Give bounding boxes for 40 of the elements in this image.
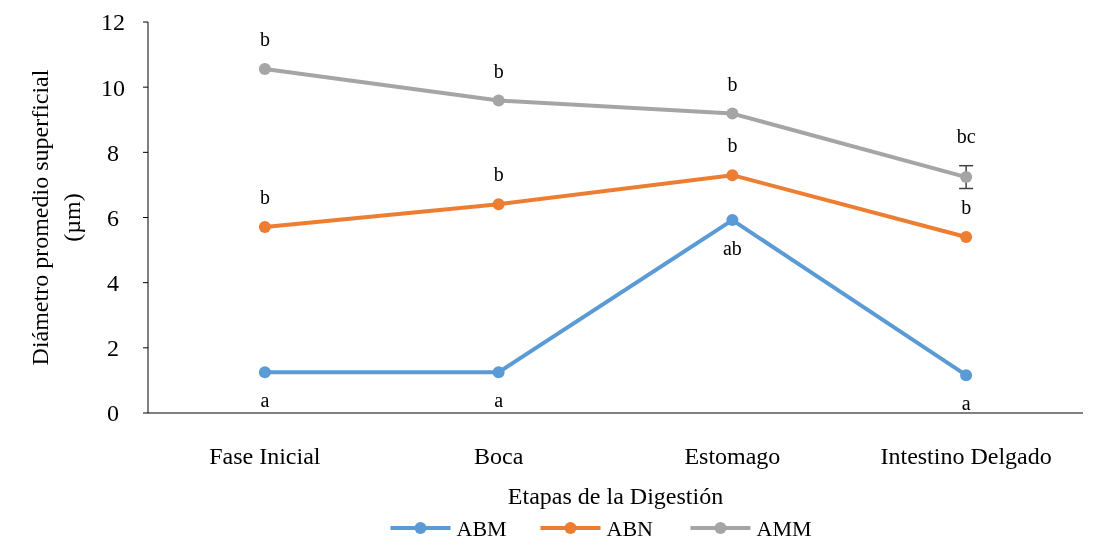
annotation: b xyxy=(727,134,738,157)
y-tick-label: 4 xyxy=(107,270,119,297)
point xyxy=(258,220,271,233)
annotation: b xyxy=(259,27,270,50)
annotation: b xyxy=(493,59,504,82)
y-tick-label: 2 xyxy=(107,335,119,362)
point xyxy=(258,62,271,75)
legend-label: ABN xyxy=(606,515,654,541)
point xyxy=(492,366,505,379)
annotation: a xyxy=(260,389,270,412)
annotation: b xyxy=(493,163,504,186)
point xyxy=(960,231,973,244)
x-axis-title: Etapas de la Digestión xyxy=(507,483,724,509)
annotation: a xyxy=(494,389,504,412)
annotation: a xyxy=(961,392,971,415)
annotation: ab xyxy=(722,237,742,260)
annotation: b xyxy=(727,72,738,95)
point xyxy=(726,107,739,120)
y-tick-label: 12 xyxy=(101,9,125,36)
y-tick-label: 8 xyxy=(107,139,119,166)
legend-label: ABM xyxy=(456,515,507,541)
annotation: b xyxy=(259,185,270,208)
point xyxy=(726,214,739,227)
x-tick-label: Boca xyxy=(473,443,524,469)
point xyxy=(726,169,739,182)
y-axis-title: Diámetro promedio superficial (µm) xyxy=(27,69,85,366)
y-tick-label: 6 xyxy=(107,204,119,231)
annotation: bc xyxy=(956,124,976,147)
point xyxy=(258,366,271,379)
x-tick-label: Estomago xyxy=(684,443,781,469)
point xyxy=(492,198,505,211)
x-tick-label: Intestino Delgado xyxy=(880,443,1052,469)
x-tick-label: Fase Inicial xyxy=(209,443,321,469)
legend-label: AMM xyxy=(756,515,812,541)
point xyxy=(492,94,505,107)
point xyxy=(960,369,973,382)
y-tick-label: 0 xyxy=(107,400,119,427)
annotation: b xyxy=(961,196,972,219)
y-tick-label: 10 xyxy=(101,74,125,101)
point xyxy=(960,171,973,184)
